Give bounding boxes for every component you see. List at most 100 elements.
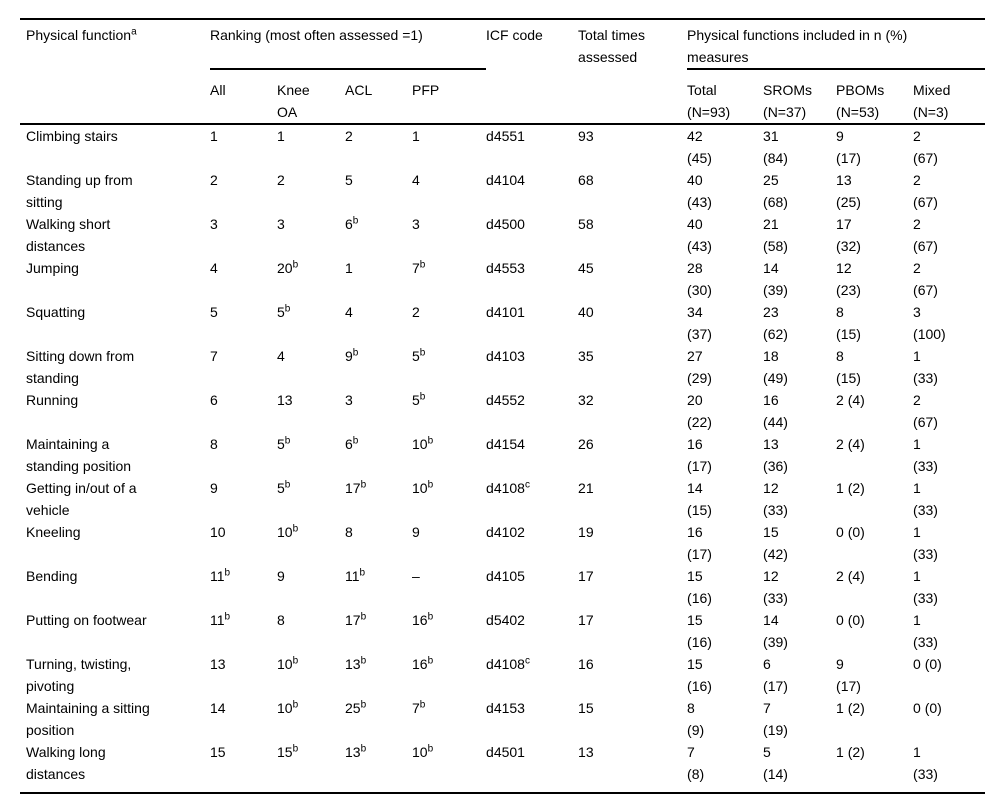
header-rank-all: All <box>210 82 226 98</box>
cell-sroms: 14 (39) <box>763 260 788 298</box>
table-row: Turning, twisting, pivoting 13 10b 13b 16… <box>20 653 985 697</box>
cell-icf-code: d4553 <box>486 260 525 276</box>
header-measures-pboms: PBOMs (N=53) <box>836 82 885 120</box>
cell-icf-code: d4102 <box>486 524 525 540</box>
cell-sroms: 23 (62) <box>763 304 788 342</box>
cell-pboms: 12 (23) <box>836 260 861 298</box>
cell-mixed: 2 (67) <box>913 216 938 254</box>
cell-rank-knee-oa: 5b <box>277 303 291 320</box>
cell-rank-pfp: 10b <box>412 743 434 760</box>
cell-total-times-assessed: 68 <box>578 172 594 188</box>
cell-rank-all: 11b <box>210 567 231 584</box>
cell-rank-all: 14 <box>210 700 226 716</box>
cell-sroms: 16 (44) <box>763 392 788 430</box>
header-measures-total: Total (N=93) <box>687 82 731 120</box>
cell-total-n: 40 (43) <box>687 172 712 210</box>
cell-physical-function: Walking long distances <box>26 744 106 782</box>
cell-rank-all: 2 <box>210 172 218 188</box>
cell-rank-pfp: 7b <box>412 699 426 716</box>
cell-rank-acl: 1 <box>345 260 353 276</box>
cell-icf-code: d4501 <box>486 744 525 760</box>
cell-rank-acl: 25b <box>345 699 367 716</box>
cell-total-times-assessed: 93 <box>578 123 688 169</box>
cell-total-times-assessed: 21 <box>578 480 594 496</box>
header-rank-knee-oa: Knee OA <box>277 82 310 120</box>
cell-mixed: 1 (33) <box>913 348 938 386</box>
cell-pboms: 17 (32) <box>836 216 861 254</box>
cell-rank-all: 15 <box>210 744 226 760</box>
cell-rank-acl: 6b <box>345 435 359 452</box>
cell-mixed: 2 (67) <box>913 123 986 169</box>
cell-pboms: 1 (2) <box>836 480 865 496</box>
cell-rank-knee-oa: 20b <box>277 259 299 276</box>
cell-physical-function: Jumping <box>26 260 79 276</box>
cell-pboms: 8 (15) <box>836 304 861 342</box>
cell-icf-code: d4105 <box>486 568 525 584</box>
physical-functions-table: Physical functiona Ranking (most often a… <box>20 18 986 794</box>
cell-mixed: 1 (33) <box>913 612 938 650</box>
cell-rank-knee-oa: 8 <box>277 612 285 628</box>
cell-physical-function: Squatting <box>26 304 86 320</box>
cell-total-times-assessed: 58 <box>578 216 594 232</box>
cell-pboms: 1 (2) <box>836 700 865 716</box>
cell-rank-knee-oa: 2 <box>277 172 285 188</box>
cell-rank-all: 3 <box>210 216 218 232</box>
cell-rank-all: 5 <box>210 304 218 320</box>
header-row-subcolumns: All Knee OA ACL PFP Total (N=93) SROMs (N=3… <box>20 69 985 124</box>
cell-total-times-assessed: 13 <box>578 744 594 760</box>
cell-physical-function: Maintaining a sitting position <box>26 700 150 738</box>
cell-mixed: 1 (33) <box>913 568 938 606</box>
cell-icf-code: d4103 <box>486 348 525 364</box>
cell-sroms: 14 (39) <box>763 612 788 650</box>
cell-physical-function: Walking short distances <box>26 216 111 254</box>
cell-icf-code: d4104 <box>486 172 525 188</box>
cell-mixed: 1 (33) <box>913 744 938 782</box>
cell-icf-code: d4153 <box>486 700 525 716</box>
header-group-measures: Physical functions included in n (%) meas… <box>687 19 986 70</box>
cell-rank-pfp: 5b <box>412 391 426 408</box>
cell-mixed: 1 (33) <box>913 480 938 518</box>
cell-rank-all: 7 <box>210 348 218 364</box>
cell-total-n: 14 (15) <box>687 480 712 518</box>
cell-total-times-assessed: 40 <box>578 304 594 320</box>
header-rank-pfp: PFP <box>412 82 440 98</box>
cell-mixed: 2 (67) <box>913 392 938 430</box>
cell-rank-acl: 11b <box>345 567 366 584</box>
cell-total-n: 15 (16) <box>687 612 712 650</box>
header-group-ranking: Ranking (most often assessed =1) <box>210 19 487 70</box>
cell-total-n: 16 (17) <box>687 436 712 474</box>
cell-physical-function: Getting in/out of a vehicle <box>26 480 137 518</box>
cell-mixed: 2 (67) <box>913 172 938 210</box>
table-row: Squatting 5 5b 4 2 d4101 40 34 (37) 23 (62… <box>20 301 985 345</box>
table-row: Jumping 4 20b 1 7b d4553 45 28 (30) 14 (39… <box>20 257 985 301</box>
cell-total-n: 42 (45) <box>687 123 764 169</box>
cell-sroms: 12 (33) <box>763 568 788 606</box>
cell-total-n: 20 (22) <box>687 392 712 430</box>
table-row: Maintaining a sitting position 14 10b 25b… <box>20 697 985 741</box>
cell-physical-function: Putting on footwear <box>26 612 147 628</box>
cell-rank-all: 6 <box>210 392 218 408</box>
cell-rank-acl: 13b <box>345 743 367 760</box>
header-row-groups: Physical functiona Ranking (most often a… <box>20 19 986 70</box>
cell-physical-function: Kneeling <box>26 524 81 540</box>
cell-icf-code: d4108c <box>486 655 530 672</box>
cell-rank-pfp: 9 <box>412 524 420 540</box>
cell-sroms: 15 (42) <box>763 524 788 562</box>
table-header: Physical functiona Ranking (most often a… <box>20 19 986 124</box>
cell-sroms: 31 (84) <box>763 123 837 169</box>
cell-rank-pfp: 4 <box>412 172 420 188</box>
cell-sroms: 12 (33) <box>763 480 788 518</box>
cell-mixed: 2 (67) <box>913 260 938 298</box>
cell-rank-acl: 5 <box>345 172 353 188</box>
cell-total-n: 8 (9) <box>687 700 705 738</box>
cell-sroms: 25 (68) <box>763 172 788 210</box>
cell-total-times-assessed: 32 <box>578 392 594 408</box>
cell-icf-code: d4154 <box>486 436 525 452</box>
cell-sroms: 13 (36) <box>763 436 788 474</box>
cell-rank-acl: 6b <box>345 215 359 232</box>
cell-rank-acl: 4 <box>345 304 353 320</box>
table-row: Getting in/out of a vehicle 9 5b 17b 10b … <box>20 477 985 521</box>
cell-total-n: 27 (29) <box>687 348 712 386</box>
cell-total-n: 40 (43) <box>687 216 712 254</box>
